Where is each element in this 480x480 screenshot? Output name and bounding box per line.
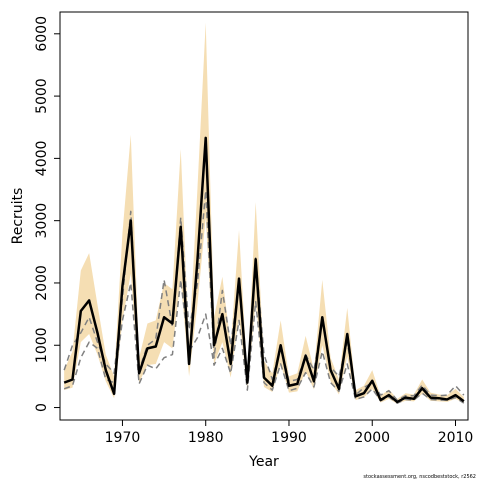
axis-layer: 1970 1980 1990 2000 2010 0 1000 2000 3000 4000 500… <box>34 16 473 446</box>
y-axis-title: Recruits <box>10 188 26 245</box>
y-tick-label: 5000 <box>34 78 50 114</box>
plot-frame <box>59 11 469 421</box>
x-axis-title: Year <box>248 454 279 470</box>
confidence-band-layer <box>64 22 464 404</box>
y-tick-label: 1000 <box>34 327 50 363</box>
x-tick-label: 1990 <box>271 430 307 446</box>
footnote: stockassessment.org, nscodbeststock, r25… <box>363 474 476 480</box>
estimate-line <box>63 136 465 404</box>
confidence-band <box>64 22 464 404</box>
x-tick-label: 2000 <box>354 430 390 446</box>
y-tick-label: 2000 <box>34 265 50 301</box>
x-tick-label: 1970 <box>105 430 141 446</box>
y-tick-label: 4000 <box>34 141 50 177</box>
x-tick-label: 2010 <box>438 430 474 446</box>
y-tick-label: 3000 <box>34 203 50 239</box>
series-line-layer <box>63 136 465 404</box>
x-tick-label: 1980 <box>188 430 224 446</box>
y-tick-label: 6000 <box>34 16 50 52</box>
upper-dashed-line <box>63 190 465 401</box>
y-tick-label: 0 <box>34 403 50 412</box>
